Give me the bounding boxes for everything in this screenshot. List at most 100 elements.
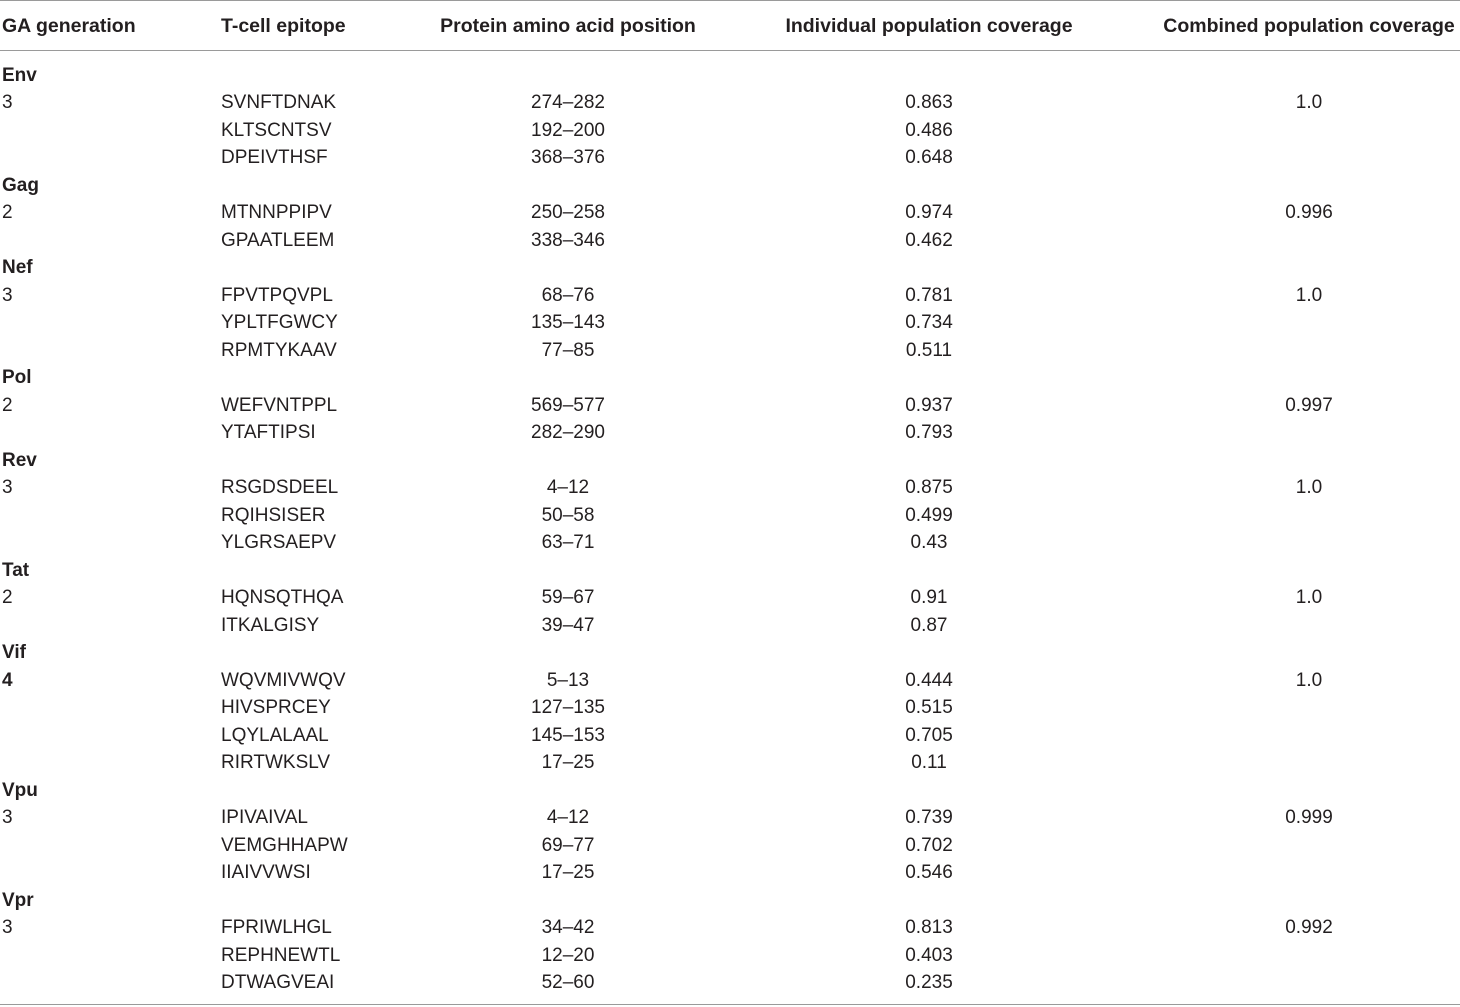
individual-coverage-cell: 0.403: [905, 944, 953, 966]
combined-coverage-cell: 0.992: [1285, 917, 1333, 938]
position-cell: 59–67: [541, 587, 595, 608]
epitope-cell: VEMGHHAPW: [221, 834, 348, 856]
combined-coverage-cell: 1.0: [1295, 92, 1323, 113]
position-cell: 34–42: [541, 917, 595, 938]
individual-coverage-cell: 0.444: [905, 669, 953, 691]
position-cell: 368–376: [531, 147, 605, 168]
protein-group-row: Pol: [0, 364, 1460, 391]
header-t-cell-epitope: T-cell epitope: [221, 15, 346, 37]
position-cell: 569–577: [531, 394, 605, 416]
table-row: 2 HQNSQTHQA 59–67 0.91 1.0: [0, 584, 1460, 611]
individual-coverage-cell: 0.648: [905, 147, 953, 168]
epitope-cell: WQVMIVWQV: [221, 669, 346, 691]
individual-coverage-cell: 0.515: [905, 697, 953, 718]
individual-coverage-cell: 0.974: [905, 202, 953, 223]
table-bottom-rule: [0, 1004, 1460, 1005]
table-row: 2 WEFVNTPPL 569–577 0.937 0.997: [0, 392, 1460, 419]
position-cell: 127–135: [531, 697, 605, 718]
individual-coverage-cell: 0.11: [911, 752, 947, 773]
individual-coverage-cell: 0.813: [905, 917, 953, 938]
combined-coverage-cell: 1.0: [1295, 284, 1323, 306]
epitope-cell: RSGDSDEEL: [221, 477, 339, 498]
epitope-cell: RPMTYKAAV: [221, 339, 337, 361]
table-row: 2 MTNNPPIPV 250–258 0.974 0.996: [0, 199, 1460, 226]
table-row: 3 FPVTPQVPL 68–76 0.781 1.0: [0, 282, 1460, 309]
epitope-cell: IIAIVVWSI: [221, 862, 311, 883]
position-cell: 68–76: [541, 284, 595, 306]
table-row: GPAATLEEM 338–346 0.462: [0, 227, 1460, 254]
individual-coverage-cell: 0.546: [905, 862, 953, 883]
header-ga-generation: GA generation: [2, 15, 136, 37]
table-row: 3 FPRIWLHGL 34–42 0.813 0.992: [0, 914, 1460, 941]
individual-coverage-cell: 0.781: [905, 284, 953, 306]
ga-generation-cell: 3: [2, 917, 13, 938]
table-row: KLTSCNTSV 192–200 0.486: [0, 117, 1460, 144]
position-cell: 135–143: [531, 312, 605, 333]
table-row: LQYLALAAL 145–153 0.705: [0, 722, 1460, 749]
epitope-cell: GPAATLEEM: [221, 229, 335, 251]
table-header-row: GA generation T-cell epitope Protein ami…: [0, 0, 1460, 52]
position-cell: 69–77: [541, 834, 595, 856]
combined-coverage-cell: 0.997: [1285, 394, 1333, 416]
protein-name: Tat: [2, 559, 30, 581]
protein-name: Gag: [2, 174, 39, 196]
individual-coverage-cell: 0.43: [910, 532, 948, 553]
table-row: RIRTWKSLV 17–25 0.11: [0, 749, 1460, 776]
ga-generation-cell: 2: [2, 394, 13, 416]
epitope-cell: RIRTWKSLV: [221, 752, 331, 773]
table-top-rule: [0, 0, 1460, 1]
epitope-cell: MTNNPPIPV: [221, 202, 332, 223]
protein-name: Rev: [2, 449, 37, 471]
ga-generation-cell: 2: [2, 587, 13, 608]
protein-group-row: Tat: [0, 557, 1460, 584]
table-row: YTAFTIPSI 282–290 0.793: [0, 419, 1460, 446]
protein-name: Vif: [2, 642, 26, 663]
individual-coverage-cell: 0.734: [905, 312, 953, 333]
position-cell: 50–58: [541, 504, 595, 526]
protein-group-row: Nef: [0, 254, 1460, 281]
epitope-cell: FPRIWLHGL: [221, 917, 332, 938]
protein-name: Env: [2, 64, 37, 86]
ga-generation-cell: 2: [2, 202, 13, 223]
position-cell: 250–258: [531, 202, 605, 223]
table-row: 3 RSGDSDEEL 4–12 0.875 1.0: [0, 474, 1460, 501]
epitope-cell: SVNFTDNAK: [221, 92, 337, 113]
epitope-cell: HQNSQTHQA: [221, 587, 344, 608]
position-cell: 145–153: [531, 724, 605, 746]
position-cell: 52–60: [541, 972, 595, 993]
protein-name: Pol: [2, 367, 32, 388]
individual-coverage-cell: 0.235: [905, 972, 953, 993]
epitope-cell: RQIHSISER: [221, 504, 326, 526]
epitope-cell: YTAFTIPSI: [221, 422, 316, 443]
individual-coverage-cell: 0.863: [905, 92, 953, 113]
individual-coverage-cell: 0.702: [905, 834, 953, 856]
table-row: DPEIVTHSF 368–376 0.648: [0, 144, 1460, 171]
position-cell: 17–25: [541, 862, 595, 883]
individual-coverage-cell: 0.705: [905, 724, 953, 746]
position-cell: 12–20: [541, 944, 595, 966]
table-row: 3 SVNFTDNAK 274–282 0.863 1.0: [0, 89, 1460, 116]
epitope-cell: FPVTPQVPL: [221, 284, 333, 306]
table-row: RPMTYKAAV 77–85 0.511: [0, 337, 1460, 364]
position-cell: 63–71: [541, 532, 595, 553]
epitope-cell: DPEIVTHSF: [221, 147, 328, 168]
protein-name: Nef: [2, 257, 33, 278]
epitope-cell: YLGRSAEPV: [221, 532, 337, 553]
combined-coverage-cell: 1.0: [1295, 587, 1323, 608]
individual-coverage-cell: 0.793: [905, 422, 953, 443]
epitope-cell: YPLTFGWCY: [221, 312, 338, 333]
position-cell: 17–25: [541, 752, 595, 773]
protein-group-row: Vpr: [0, 887, 1460, 914]
table-row: YPLTFGWCY 135–143 0.734: [0, 309, 1460, 336]
table-row: 4 WQVMIVWQV 5–13 0.444 1.0: [0, 667, 1460, 694]
position-cell: 192–200: [531, 119, 605, 141]
table-row: RQIHSISER 50–58 0.499: [0, 502, 1460, 529]
protein-group-row: Rev: [0, 447, 1460, 474]
combined-coverage-cell: 1.0: [1295, 477, 1323, 498]
position-cell: 4–12: [546, 807, 590, 828]
epitope-cell: IPIVAIVAL: [221, 807, 308, 828]
position-cell: 77–85: [541, 339, 595, 361]
header-amino-acid-position: Protein amino acid position: [440, 15, 696, 37]
ga-generation-cell: 4: [2, 669, 13, 691]
epitope-cell: HIVSPRCEY: [221, 697, 331, 718]
